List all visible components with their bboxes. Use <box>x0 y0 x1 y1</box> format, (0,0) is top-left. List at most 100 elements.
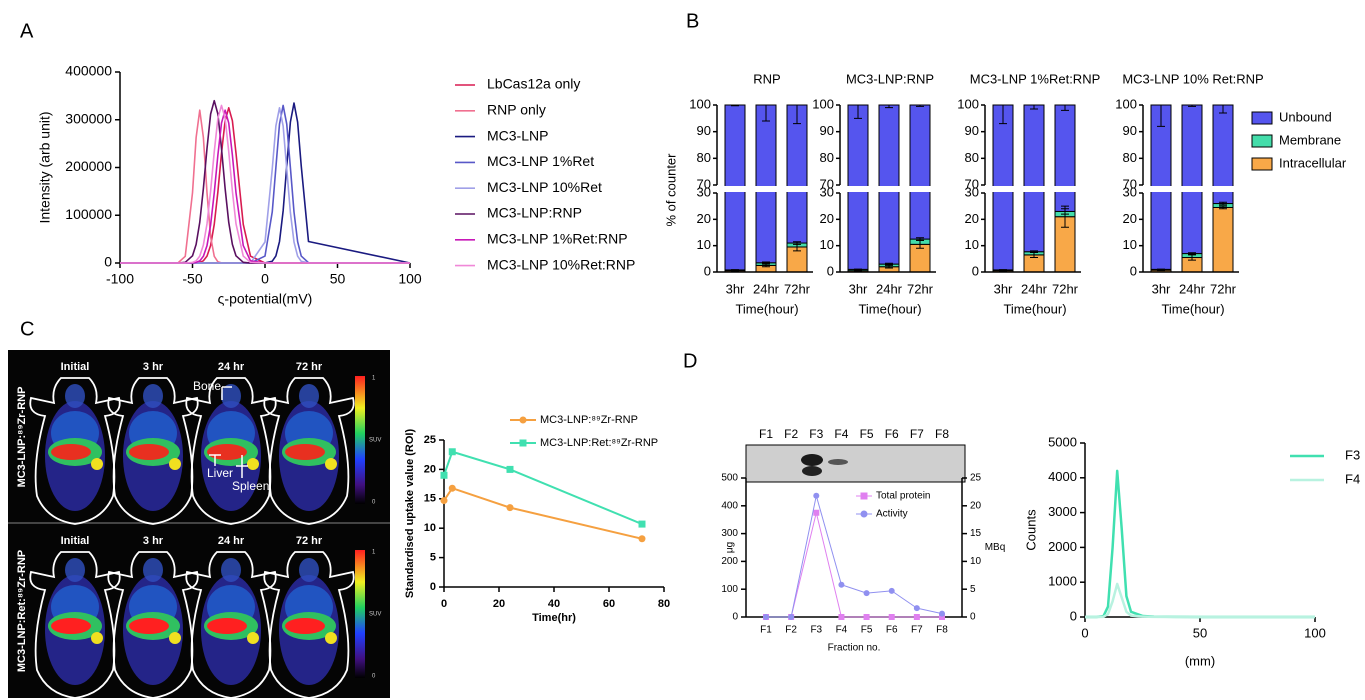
error-bar <box>885 262 893 266</box>
error-bar <box>1219 201 1227 206</box>
marker <box>440 471 448 479</box>
series-line <box>443 487 643 540</box>
x-tick-label: 60 <box>603 598 615 610</box>
legend-marker <box>519 439 527 447</box>
error-bar <box>731 269 739 271</box>
y-tick-label: 100 <box>957 96 979 111</box>
marker <box>638 535 646 543</box>
y-tick-label: 90 <box>965 123 979 138</box>
marker <box>440 497 448 505</box>
legend-label: MC3-LNP 10%Ret <box>487 179 602 195</box>
blot <box>745 444 966 483</box>
signal-hot <box>129 618 169 634</box>
legend-label: Intracellular <box>1279 155 1347 170</box>
legend-label: MC3-LNP 10%Ret:RNP <box>487 256 635 272</box>
error-bar <box>999 269 1007 271</box>
axis-break-gap <box>1137 186 1241 192</box>
error-bar <box>1030 104 1038 110</box>
error-bar <box>793 241 801 245</box>
y-axis-label: Intensity (arb unit) <box>37 111 53 223</box>
signal-hot <box>51 618 91 634</box>
x-tick-label: 3hr <box>994 281 1013 296</box>
error-bar <box>1188 252 1196 255</box>
y-tick-label: 30 <box>1123 184 1137 199</box>
error-bar <box>731 104 739 107</box>
signal-head <box>143 384 163 408</box>
y-axis-label: % of counter <box>663 153 678 227</box>
mouse-outline <box>185 551 277 699</box>
y-tick-label: 10 <box>1123 237 1137 252</box>
signal-hot <box>207 444 247 460</box>
signal-hot <box>285 618 325 634</box>
signal-spleen <box>169 632 181 644</box>
lane-label: F6 <box>885 427 899 441</box>
bar-segment <box>1023 104 1045 253</box>
x-axis-label: Time(hr) <box>532 612 576 624</box>
axis-break-gap <box>834 186 938 192</box>
mouse-outline <box>107 551 199 699</box>
y-tick-label: 1000 <box>1048 574 1077 589</box>
bar-segment <box>1212 206 1234 273</box>
y2-tick-label: 20 <box>970 500 982 511</box>
lane-label: F1 <box>759 427 773 441</box>
y-axis-label: Standardised uptake value (ROI) <box>404 429 416 599</box>
x-axis-label: Fraction no. <box>828 643 881 654</box>
panel-label: B <box>686 10 699 32</box>
marker <box>506 465 514 473</box>
signal-spleen <box>247 458 259 470</box>
series-line <box>1085 582 1315 619</box>
axis-break-gap <box>711 186 815 192</box>
y-tick-label: 10 <box>965 237 979 252</box>
mouse-outline <box>263 377 355 525</box>
blot-band <box>828 459 848 465</box>
y-tick-label: 300 <box>721 528 738 539</box>
marker <box>638 520 646 528</box>
error-bar <box>854 269 862 272</box>
x-axis-label: Time(hour) <box>1161 301 1224 316</box>
error-bar <box>1061 208 1069 215</box>
legend-label: MC3-LNP:RNP <box>487 205 582 221</box>
lane-label: F3 <box>809 427 823 441</box>
marker <box>888 587 895 594</box>
colorbar <box>355 550 365 678</box>
x-tick-label: 3hr <box>726 281 745 296</box>
signal-spleen <box>91 632 103 644</box>
marker <box>939 610 945 617</box>
lane-label: F5 <box>860 427 874 441</box>
legend-label: Membrane <box>1279 132 1341 147</box>
legend-label: F3 <box>1345 447 1360 462</box>
y-tick-label: 20 <box>697 211 711 226</box>
x-tick-label: 24hr <box>1021 281 1048 296</box>
y-tick-label: 400 <box>721 500 738 511</box>
marker <box>888 614 895 620</box>
y-tick-label: 0 <box>104 254 112 270</box>
panel-label: C <box>20 318 34 340</box>
time-label: 3 hr <box>143 361 164 373</box>
organ-label: Bone <box>193 379 221 393</box>
colorbar <box>355 376 365 504</box>
row-label: MC3-LNP:⁸⁹Zr-RNP <box>16 387 28 488</box>
y-tick-label: 80 <box>1123 150 1137 165</box>
x-tick-label: 72hr <box>1052 281 1079 296</box>
x-tick-label: F3 <box>810 625 822 636</box>
signal-head <box>221 384 241 408</box>
panel-title: RNP <box>753 71 780 86</box>
y-tick-label: 70 <box>697 176 711 191</box>
y-tick-label: 20 <box>965 211 979 226</box>
error-bar <box>762 261 770 265</box>
y-tick-label: 80 <box>965 150 979 165</box>
x-tick-label: F8 <box>936 625 948 636</box>
y-tick-label: 400000 <box>65 63 112 79</box>
x-axis-label: ς-potential(mV) <box>218 291 313 307</box>
legend-label: LbCas12a only <box>487 76 580 92</box>
time-label: 24 hr <box>218 535 245 547</box>
blot-band <box>802 466 822 476</box>
legend-label: MC3-LNP 1%Ret <box>487 153 594 169</box>
signal-head <box>65 558 85 582</box>
marker <box>506 504 514 512</box>
x-tick-label: F6 <box>886 625 898 636</box>
series-line <box>443 450 643 526</box>
marker <box>863 590 870 597</box>
bar-segment <box>878 104 900 265</box>
